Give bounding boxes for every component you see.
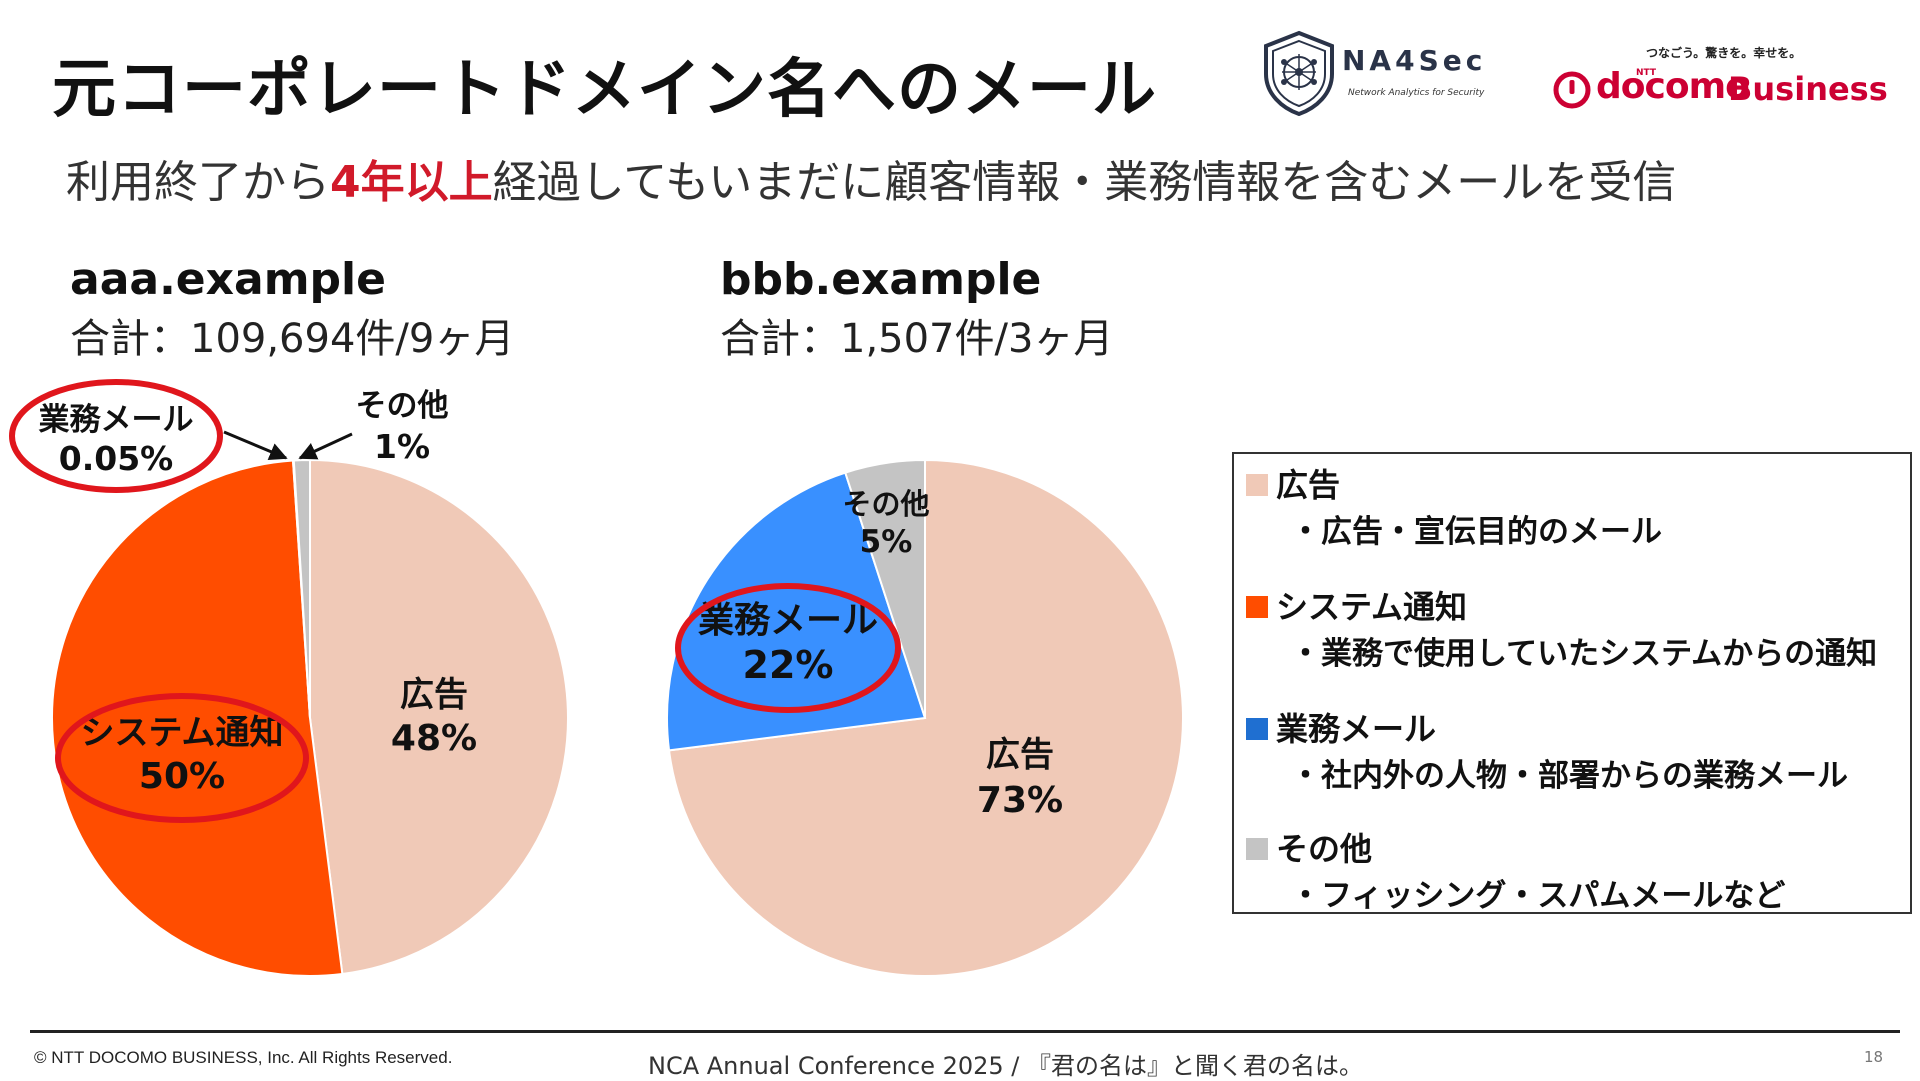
pie1-label-ad-name: 広告: [400, 675, 468, 715]
pie1-slice-other: [292, 458, 311, 719]
docomo-wordmark: docomo: [1596, 66, 1750, 107]
chart2-total: 合計：1,507件/3ヶ月: [720, 316, 1114, 362]
pie1-label-other-value: 1%: [374, 427, 430, 466]
legend-name-other: その他: [1276, 830, 1373, 868]
na4sec-tagline: Network Analytics for Security: [1348, 88, 1485, 98]
slide-subtitle: 利用終了から4年以上経過してもいまだに顧客情報・業務情報を含むメールを受信: [66, 146, 1676, 210]
subtitle-highlight: 4年以上: [330, 157, 493, 208]
pie1-label-business-value: 0.05%: [59, 439, 174, 478]
legend-swatch-ad: [1246, 474, 1268, 496]
chart1-title: aaa.example: [70, 254, 386, 305]
legend-swatch-system: [1246, 596, 1268, 618]
page-number: 18: [1864, 1048, 1884, 1066]
legend-desc-business: ・社内外の人物・部署からの業務メール: [1290, 758, 1848, 794]
chart2-title: bbb.example: [720, 254, 1042, 305]
pie1-business-highlight: [9, 379, 223, 493]
pie1-label-system-name: システム通知: [81, 713, 284, 753]
pie2-label-ad-name: 広告: [986, 735, 1054, 775]
legend-desc-system: ・業務で使用していたシステムからの通知: [1290, 636, 1878, 672]
pie1-business-arrow: [223, 430, 288, 461]
docomo-business-wordmark: Business: [1728, 70, 1888, 108]
na4sec-wordmark: NA4Sec: [1342, 44, 1487, 77]
pie2-slice-business: [666, 471, 927, 752]
legend-desc-other: ・フィッシング・スパムメールなど: [1290, 878, 1786, 914]
docomo-business-logo: つなごう。驚きを。幸せを。 NTT docomo Business: [1552, 36, 1902, 116]
docomo-tagline: つなごう。驚きを。幸せを。: [1646, 46, 1802, 60]
legend-desc-ad: ・広告・宣伝目的のメール: [1290, 514, 1662, 550]
legend-swatch-business: [1246, 718, 1268, 740]
pie2-business-highlight: [675, 583, 901, 713]
pie2-label-business-value: 22%: [743, 643, 834, 687]
pie1-label-business-name: 業務メール: [39, 402, 194, 438]
pie1-slice-system: [51, 459, 344, 977]
pie1-other-arrow: [298, 432, 353, 460]
pie2-label-other-value: 5%: [860, 524, 913, 560]
shield-network-icon: [1264, 30, 1334, 116]
pie2-slice-other: [844, 458, 926, 719]
chart1-total: 合計：109,694件/9ヶ月: [70, 316, 515, 362]
subtitle-post: 経過してもいまだに顧客情報・業務情報を含むメールを受信: [492, 157, 1677, 208]
docomo-mark-icon: [1553, 71, 1591, 109]
pie1-label-system-value: 50%: [139, 756, 225, 797]
slide-title: 元コーポレートドメイン名へのメール: [52, 53, 1157, 127]
footer-divider: [30, 1030, 1900, 1033]
docomo-ntt-label: NTT: [1636, 68, 1657, 78]
pie2-label-other-name: その他: [842, 487, 929, 521]
pie1-system-highlight: [55, 693, 309, 823]
footer-conference: NCA Annual Conference 2025 / 『君の名は』と聞く君の…: [648, 1052, 1364, 1080]
pie2-label-ad-value: 73%: [977, 780, 1063, 821]
legend-name-system: システム通知: [1276, 588, 1468, 626]
legend-name-ad: 広告: [1276, 466, 1341, 504]
pie1-label-ad-value: 48%: [391, 718, 477, 759]
legend-name-business: 業務メール: [1276, 710, 1437, 748]
pie1-slice-ad: [309, 458, 569, 976]
footer-copyright: © NTT DOCOMO BUSINESS, Inc. All Rights R…: [34, 1048, 453, 1067]
subtitle-pre: 利用終了から: [66, 157, 330, 208]
legend-box: 広告 ・広告・宣伝目的のメール システム通知 ・業務で使用していたシステムからの…: [1232, 452, 1912, 914]
legend-swatch-other: [1246, 838, 1268, 860]
pie1-label-other-name: その他: [356, 388, 449, 424]
na4sec-logo: NA4Sec Network Analytics for Security: [1262, 30, 1502, 116]
pie2-label-business-name: 業務メール: [698, 600, 878, 641]
